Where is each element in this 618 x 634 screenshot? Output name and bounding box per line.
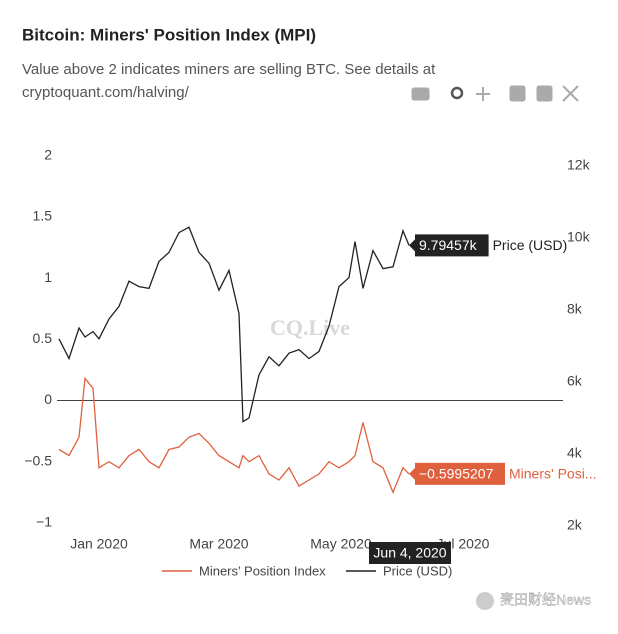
series-line xyxy=(58,226,410,423)
plot-area: −1 −0.5 0 0.5 1 1.5 2 2k 4k 6k 8k 10k 12k Jan 2020 Mar… xyxy=(24,146,596,578)
y-tick-label: 0 xyxy=(44,391,52,407)
y-tick-label: −1 xyxy=(36,514,52,530)
hover-layer: −0.5995207 Miners' Posi... 9.79457k Price (… xyxy=(369,234,596,564)
footer-credit: 麦田财经News xyxy=(500,592,591,608)
x-tick-label: Jan 2020 xyxy=(70,536,128,552)
y2-tick-label: 6k xyxy=(567,373,583,389)
y2-tick-label: 2k xyxy=(567,517,583,533)
zoom-out-button[interactable] xyxy=(536,85,553,102)
reset-button[interactable] xyxy=(562,85,579,102)
hover-name: Price (USD) xyxy=(493,237,568,253)
y-tick-label: 1.5 xyxy=(33,208,53,224)
hover-x-box xyxy=(369,542,451,564)
hover-box xyxy=(415,462,505,485)
pan-button[interactable] xyxy=(476,87,490,101)
y2-tick-label: 8k xyxy=(567,301,583,317)
hover-x-label: Jun 4, 2020 xyxy=(373,545,446,561)
y2-tick-label: 12k xyxy=(567,157,591,173)
legend-label: Miners’ Position Index xyxy=(199,563,326,578)
hover-value: 9.79457k xyxy=(419,237,478,253)
chart-subtitle: Value above 2 indicates miners are selli… xyxy=(22,61,436,78)
watermark: CQ.Live xyxy=(270,315,350,340)
chart-title: Bitcoin: Miners' Position Index (MPI) xyxy=(22,25,316,44)
series-line xyxy=(58,376,410,495)
y2-tick-label: 10k xyxy=(567,229,591,245)
chart-subtitle: cryptoquant.com/halving/ xyxy=(22,84,190,101)
hover-box xyxy=(415,234,489,257)
hover-pointer xyxy=(409,239,415,252)
zoom-button[interactable] xyxy=(450,86,464,100)
x-tick-label: Mar 2020 xyxy=(189,536,248,552)
hover-value: −0.5995207 xyxy=(419,466,494,482)
y-tick-label: 2 xyxy=(44,146,52,162)
x-tick-label: May 2020 xyxy=(310,536,372,552)
toolbar xyxy=(411,85,579,102)
y-tick-label: 1 xyxy=(44,269,52,285)
y2-tick-label: 4k xyxy=(567,445,583,461)
wechat-icon xyxy=(476,592,494,610)
hover-name: Miners' Posi... xyxy=(509,466,596,482)
legend-label: Price (USD) xyxy=(383,563,452,578)
y-tick-label: −0.5 xyxy=(24,452,52,468)
hover-pointer xyxy=(409,467,415,480)
zoom-in-button[interactable] xyxy=(509,85,526,102)
camera-button[interactable] xyxy=(411,87,430,101)
y-tick-label: 0.5 xyxy=(33,330,53,346)
